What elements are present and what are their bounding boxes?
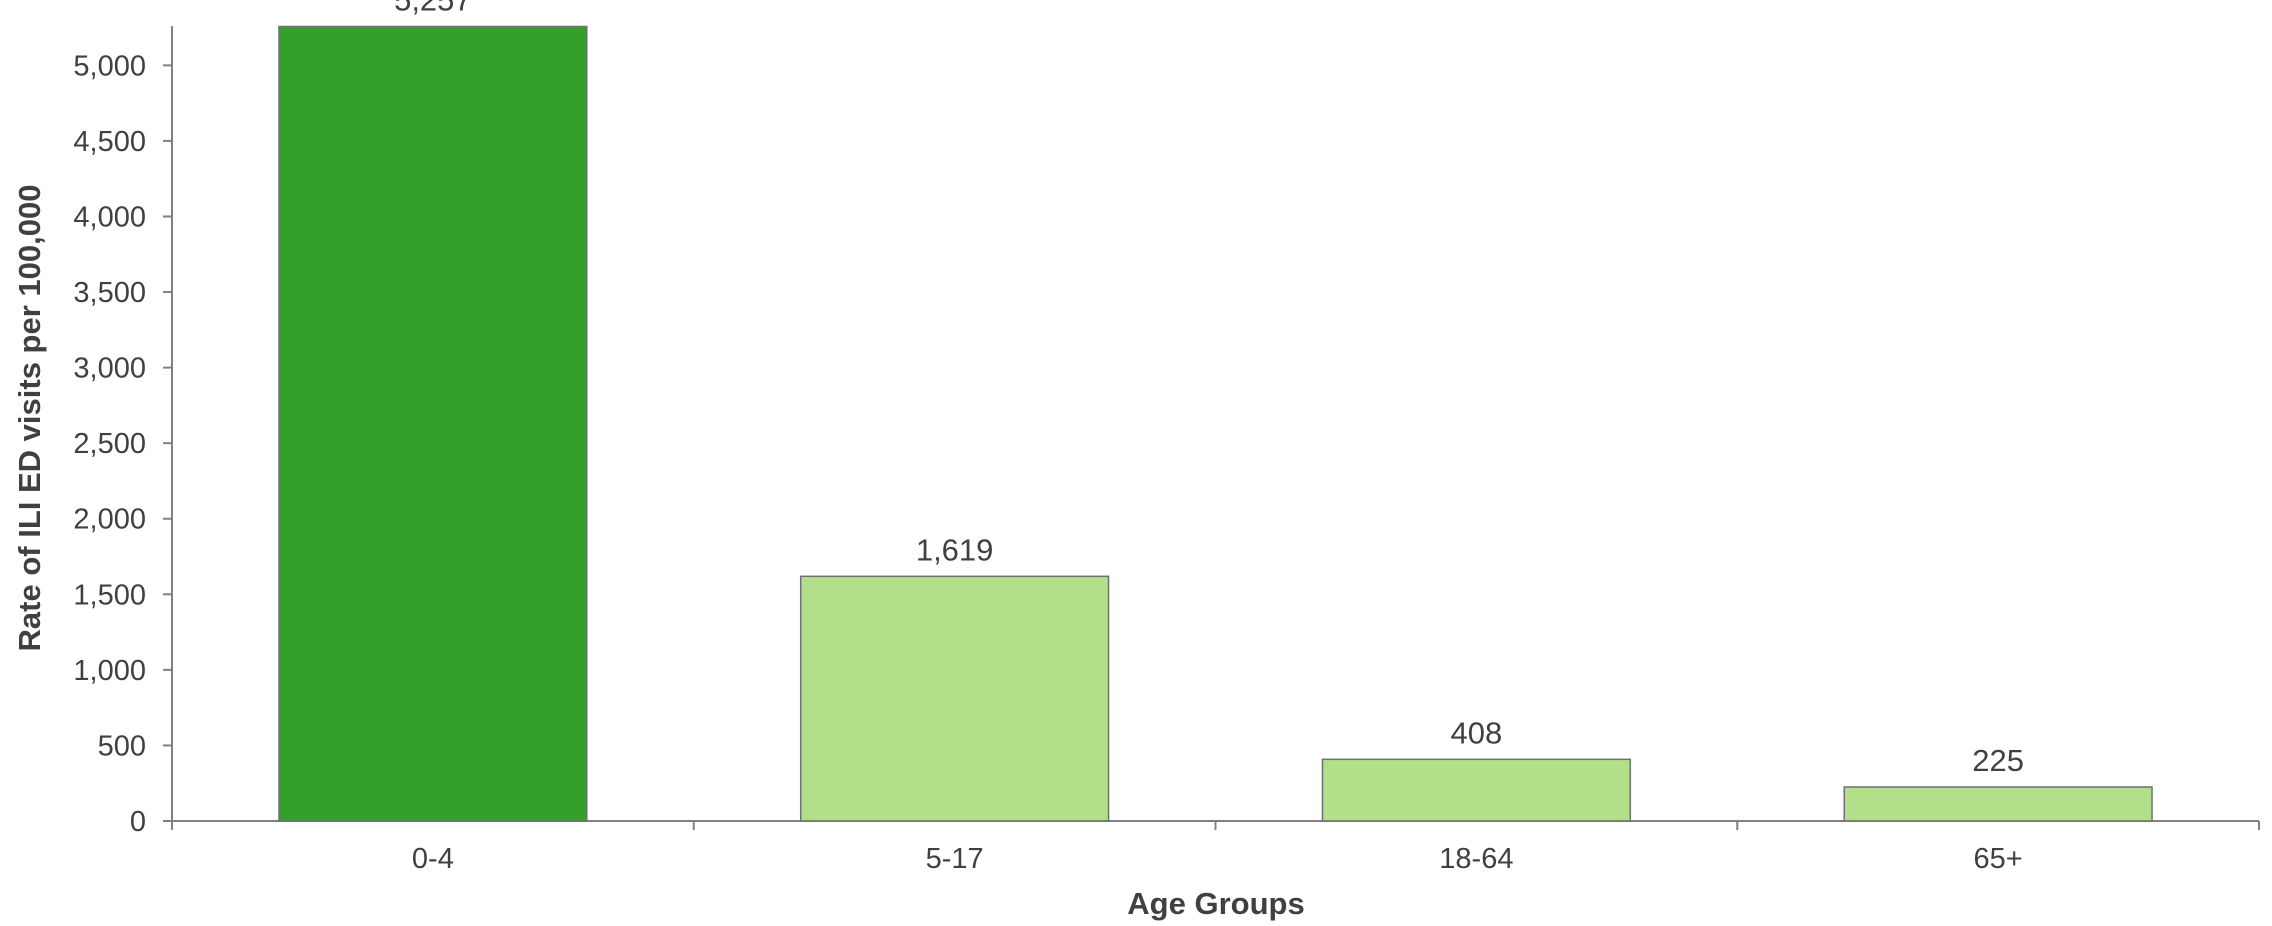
x-tick-label: 0-4 bbox=[412, 843, 454, 875]
y-tick-label: 2,000 bbox=[73, 504, 146, 536]
data-label: 5,257 bbox=[394, 0, 472, 17]
y-tick-label: 3,500 bbox=[73, 277, 146, 309]
bar-5-17 bbox=[799, 575, 1110, 822]
y-tick-label: 5,000 bbox=[73, 50, 146, 82]
x-tick-label: 5-17 bbox=[926, 843, 984, 875]
data-label: 1,619 bbox=[916, 532, 994, 567]
bars bbox=[278, 25, 2153, 822]
data-label: 408 bbox=[1451, 715, 1503, 750]
bar-65+ bbox=[1843, 786, 2153, 822]
x-axis-title: Age Groups bbox=[1127, 886, 1304, 921]
bar-18-64 bbox=[1321, 758, 1632, 822]
y-tick-label: 4,500 bbox=[73, 126, 146, 158]
y-tick-label: 1,000 bbox=[73, 655, 146, 687]
bar-0-4 bbox=[278, 25, 588, 822]
data-label: 225 bbox=[1972, 743, 2024, 778]
y-tick-label: 4,000 bbox=[73, 201, 146, 233]
y-tick-label: 1,500 bbox=[73, 579, 146, 611]
x-tick-label: 65+ bbox=[1974, 843, 2023, 875]
y-tick-label: 3,000 bbox=[73, 353, 146, 385]
y-tick-label: 2,500 bbox=[73, 428, 146, 460]
labels: 0 500 1,000 1,500 2,000 2,500 3,000 3,500 4,000 4… bbox=[73, 0, 2024, 875]
y-axis-title: Rate of ILI ED visits per 100,000 bbox=[12, 185, 47, 652]
y-tick-label: 500 bbox=[98, 730, 146, 762]
x-tick-label: 18-64 bbox=[1439, 843, 1513, 875]
y-tick-label: 0 bbox=[130, 806, 146, 838]
